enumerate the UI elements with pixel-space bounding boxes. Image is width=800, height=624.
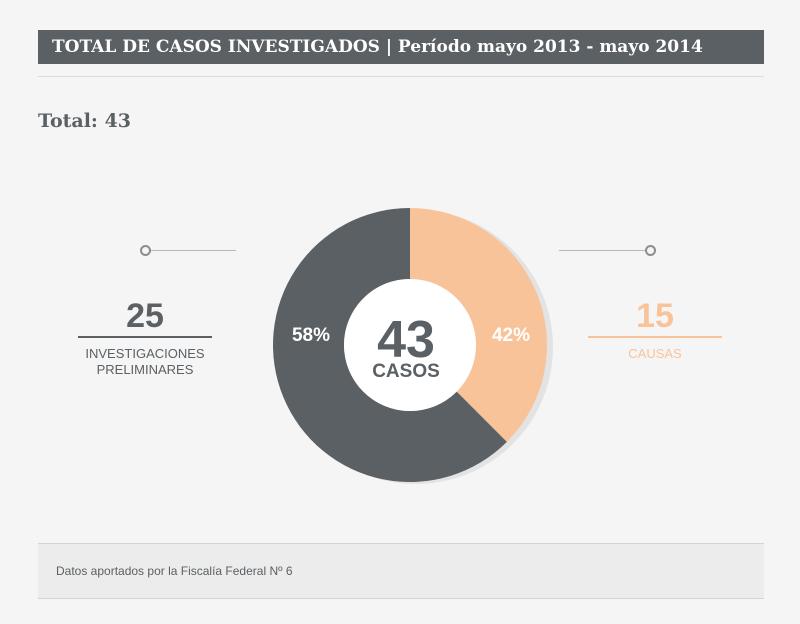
donut-center-hole bbox=[344, 279, 476, 411]
legend-left-value: 25 bbox=[126, 297, 164, 335]
right-connector-dot bbox=[645, 245, 656, 256]
legend-right-value: 15 bbox=[636, 297, 674, 335]
right-connector-line bbox=[559, 250, 647, 251]
legend-left-label-line2: PRELIMINARES bbox=[96, 362, 194, 377]
left-connector-dot bbox=[140, 245, 151, 256]
legend-right: 15 CAUSAS bbox=[588, 296, 722, 362]
page-title: TOTAL DE CASOS INVESTIGADOS | Período ma… bbox=[38, 30, 764, 64]
left-connector-line bbox=[150, 250, 236, 251]
legend-right-label-line1: CAUSAS bbox=[628, 346, 682, 361]
slice-percent-1: 42% bbox=[492, 325, 530, 346]
legend-left-rule bbox=[78, 336, 212, 338]
legend-right-label: CAUSAS bbox=[588, 346, 722, 362]
slice-percent-0: 58% bbox=[292, 325, 330, 346]
title-divider bbox=[38, 76, 764, 77]
source-note: Datos aportados por la Fiscalía Federal … bbox=[56, 564, 293, 578]
donut-slice-0 bbox=[272, 208, 507, 482]
legend-left: 25 INVESTIGACIONES PRELIMINARES bbox=[78, 296, 212, 378]
legend-right-rule bbox=[588, 336, 722, 338]
donut-slice-1 bbox=[410, 208, 547, 442]
legend-left-label-line1: INVESTIGACIONES bbox=[85, 346, 205, 361]
total-label: Total: 43 bbox=[38, 110, 132, 132]
legend-left-label: INVESTIGACIONES PRELIMINARES bbox=[78, 346, 212, 378]
footer-box: Datos aportados por la Fiscalía Federal … bbox=[38, 543, 764, 599]
center-label: CASOS bbox=[372, 361, 440, 382]
center-value: 43 bbox=[377, 311, 435, 369]
